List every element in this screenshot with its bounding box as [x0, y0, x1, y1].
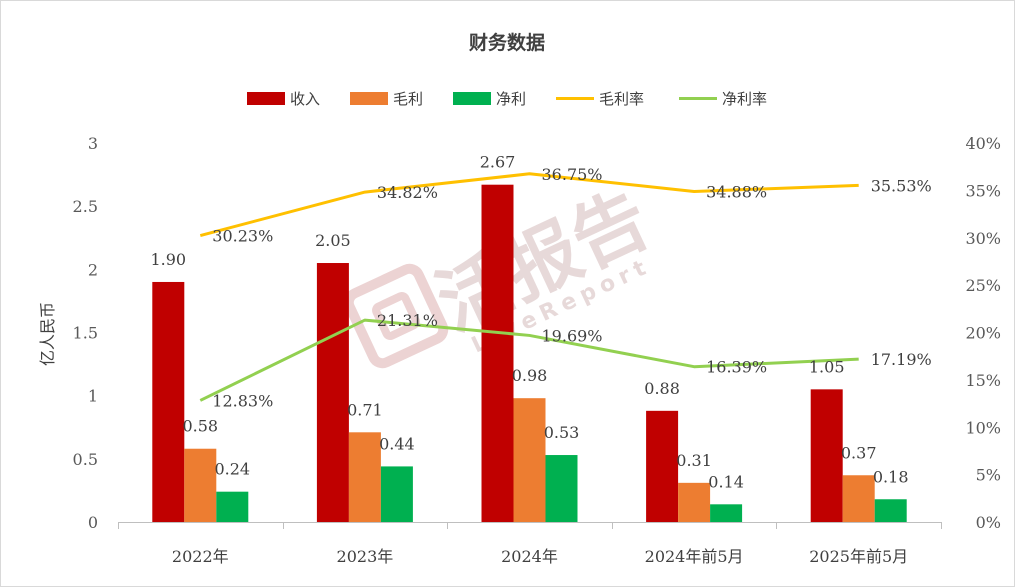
line-毛利率 — [199, 172, 859, 238]
bar-value-label: 0.88 — [644, 379, 680, 398]
bar-毛利 — [348, 432, 381, 522]
y2-tick-label: 30% — [965, 229, 1001, 248]
legend-swatch — [247, 92, 285, 105]
line-value-label: 34.82% — [377, 183, 438, 202]
x-category-label: 2022年 — [172, 547, 229, 566]
lines-group — [199, 172, 859, 402]
y-tick-label: 0.5 — [73, 450, 98, 469]
bar-收入 — [152, 281, 185, 522]
y2-axis-ticks: 0% 5% 10% 15% 20% 25% 30% 35% 40% — [965, 134, 1001, 532]
y-tick-label: 3 — [88, 134, 98, 153]
legend-label: 毛利 — [393, 90, 423, 108]
line-value-label: 34.88% — [706, 183, 767, 202]
x-category-label: 2025年前5月 — [809, 547, 908, 566]
line-value-label: 21.31% — [377, 311, 438, 330]
bar-净利 — [545, 455, 578, 522]
y-axis-ticks: 0 0.5 1 1.5 2 2.5 3 — [73, 134, 98, 532]
line-value-label: 36.75% — [542, 165, 603, 184]
bar-毛利 — [513, 398, 546, 522]
bar-value-label: 0.14 — [708, 472, 744, 491]
y2-tick-label: 5% — [976, 466, 1001, 485]
bar-毛利 — [678, 482, 711, 522]
bar-value-label: 0.44 — [379, 434, 415, 453]
line-净利率 — [199, 318, 859, 402]
bar-value-label: 0.37 — [841, 443, 877, 462]
x-category-label: 2024年 — [501, 547, 558, 566]
y2-tick-label: 10% — [965, 418, 1001, 437]
y-tick-label: 1.5 — [73, 324, 98, 343]
bar-收入 — [646, 410, 679, 522]
y-tick-label: 2.5 — [73, 197, 98, 216]
bar-value-label: 1.90 — [150, 250, 186, 269]
x-category-label: 2023年 — [337, 547, 394, 566]
y2-tick-label: 15% — [965, 371, 1001, 390]
x-category-label: 2024年前5月 — [645, 547, 744, 566]
bar-value-label: 0.18 — [873, 467, 909, 486]
y2-tick-label: 20% — [965, 324, 1001, 343]
x-axis-labels: 2022年 2023年 2024年 2024年前5月 2025年前5月 — [172, 547, 908, 566]
bar-value-label: 0.71 — [347, 400, 383, 419]
x-axis-tick-marks — [118, 522, 942, 529]
legend-swatch — [350, 92, 388, 105]
legend-label: 净利率 — [722, 90, 767, 108]
legend-label: 收入 — [290, 90, 320, 108]
bars-group — [152, 184, 907, 522]
y2-tick-label: 25% — [965, 276, 1001, 295]
bar-毛利 — [842, 475, 875, 522]
bar-value-label: 1.05 — [809, 357, 845, 376]
bar-value-label: 2.05 — [315, 231, 351, 250]
y-tick-label: 0 — [88, 513, 98, 532]
bar-净利 — [216, 491, 249, 522]
bar-收入 — [810, 389, 843, 522]
legend-label: 毛利率 — [599, 90, 644, 108]
line-value-label: 12.83% — [212, 391, 273, 410]
line-value-label: 17.19% — [871, 350, 932, 369]
bar-净利 — [380, 466, 413, 522]
y-axis-label: 亿人民币 — [38, 302, 57, 366]
bar-毛利 — [184, 448, 217, 522]
bar-value-label: 0.58 — [182, 417, 218, 436]
y2-tick-label: 0% — [976, 513, 1001, 532]
data-labels: 1.90 2.05 2.67 0.88 1.05 0.58 0.71 0.98 0.31 0.37… — [150, 153, 931, 492]
bar-value-label: 0.98 — [512, 366, 548, 385]
bar-净利 — [710, 504, 743, 522]
y-tick-label: 1 — [88, 387, 98, 406]
y2-tick-label: 35% — [965, 181, 1001, 200]
y-tick-label: 2 — [88, 260, 98, 279]
line-value-label: 35.53% — [871, 176, 932, 195]
bar-净利 — [874, 499, 907, 522]
bar-value-label: 0.53 — [544, 423, 580, 442]
line-value-label: 19.69% — [542, 326, 603, 345]
legend: 收入 毛利 净利 毛利率 净利率 — [247, 90, 767, 108]
bar-value-label: 2.67 — [480, 153, 516, 172]
line-value-label: 16.39% — [706, 358, 767, 377]
y2-tick-label: 40% — [965, 134, 1001, 153]
chart-title: 财务数据 — [469, 31, 545, 54]
bar-收入 — [316, 263, 349, 522]
bar-value-label: 0.31 — [676, 451, 712, 470]
bar-value-label: 0.24 — [214, 460, 250, 479]
legend-swatch — [453, 92, 491, 105]
legend-label: 净利 — [496, 90, 526, 108]
bar-收入 — [481, 184, 514, 522]
line-value-label: 30.23% — [212, 227, 273, 246]
